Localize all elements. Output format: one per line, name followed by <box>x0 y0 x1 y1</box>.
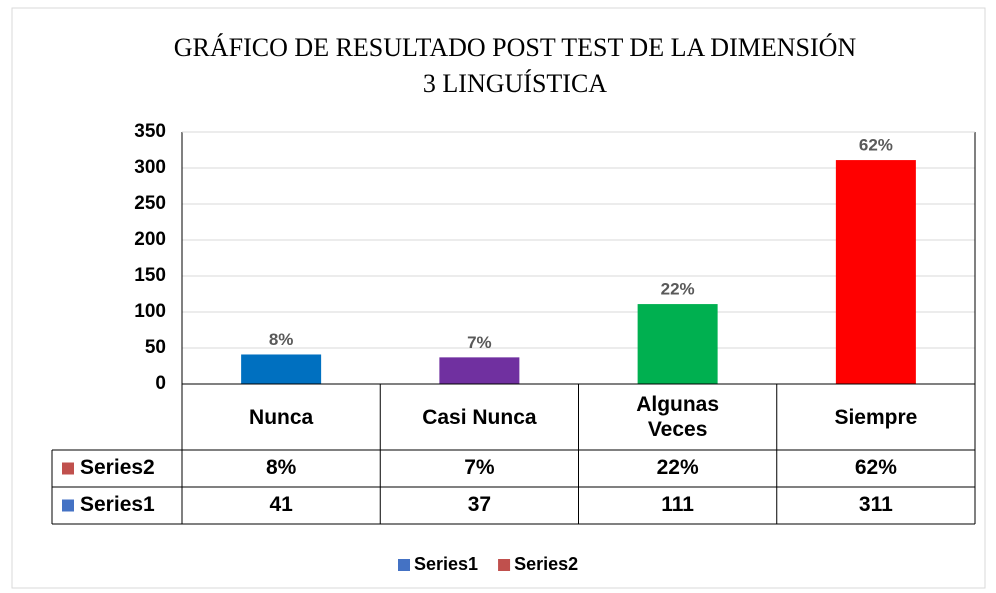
y-tick-label: 100 <box>134 301 166 322</box>
x-tick-label: Siempre <box>834 405 918 429</box>
table-cell: 7% <box>464 456 495 479</box>
table-cell: 22% <box>657 456 699 479</box>
x-tick-wrap: Siempre <box>777 384 975 450</box>
data-label: 8% <box>269 330 294 349</box>
x-tick-label: Casi Nunca <box>422 405 537 429</box>
x-tick-cell: Siempre <box>777 384 975 450</box>
legend-key <box>398 559 410 571</box>
chart-frame <box>11 7 986 589</box>
y-tick-label: 50 <box>145 337 166 358</box>
legend-key <box>62 499 74 512</box>
y-tick-label: 300 <box>134 157 166 178</box>
table-cell: 8% <box>266 456 297 479</box>
y-tick-label: 200 <box>134 229 166 250</box>
x-tick-wrap: Algunas Veces <box>579 384 777 450</box>
table-cell: 62% <box>855 456 897 479</box>
x-tick-label: Nunca <box>249 405 314 429</box>
chart-title: GRÁFICO DE RESULTADO POST TEST DE LA DIM… <box>174 33 857 62</box>
row-header: Series1 <box>80 493 155 516</box>
legend-label: Series1 <box>414 554 478 574</box>
bar <box>637 304 718 384</box>
x-tick-wrap: Casi Nunca <box>380 384 578 450</box>
x-tick-cell: Casi Nunca <box>380 384 578 450</box>
bar <box>439 357 520 384</box>
y-tick-label: 350 <box>134 121 166 142</box>
y-tick-label: 0 <box>155 373 166 394</box>
bar <box>241 354 322 384</box>
x-tick-label: Algunas Veces <box>636 393 720 441</box>
chart-title: 3 LINGUÍSTICA <box>423 69 607 98</box>
row-header: Series2 <box>80 456 155 479</box>
y-tick-label: 250 <box>134 193 166 214</box>
data-label: 22% <box>661 280 695 299</box>
x-tick-cell: Nunca <box>182 384 380 450</box>
table-cell: 311 <box>859 493 893 516</box>
data-label: 7% <box>467 333 492 352</box>
legend-key <box>62 462 74 475</box>
legend-label: Series2 <box>514 554 578 574</box>
legend-key <box>498 559 511 571</box>
x-tick-cell: Algunas Veces <box>579 384 777 450</box>
x-tick-wrap: Nunca <box>182 384 380 450</box>
data-label: 62% <box>859 136 893 155</box>
bar <box>835 160 916 384</box>
table-cell: 37 <box>468 493 491 516</box>
table-cell: 41 <box>269 493 293 516</box>
table-cell: 111 <box>661 493 694 516</box>
y-tick-label: 150 <box>134 265 166 286</box>
